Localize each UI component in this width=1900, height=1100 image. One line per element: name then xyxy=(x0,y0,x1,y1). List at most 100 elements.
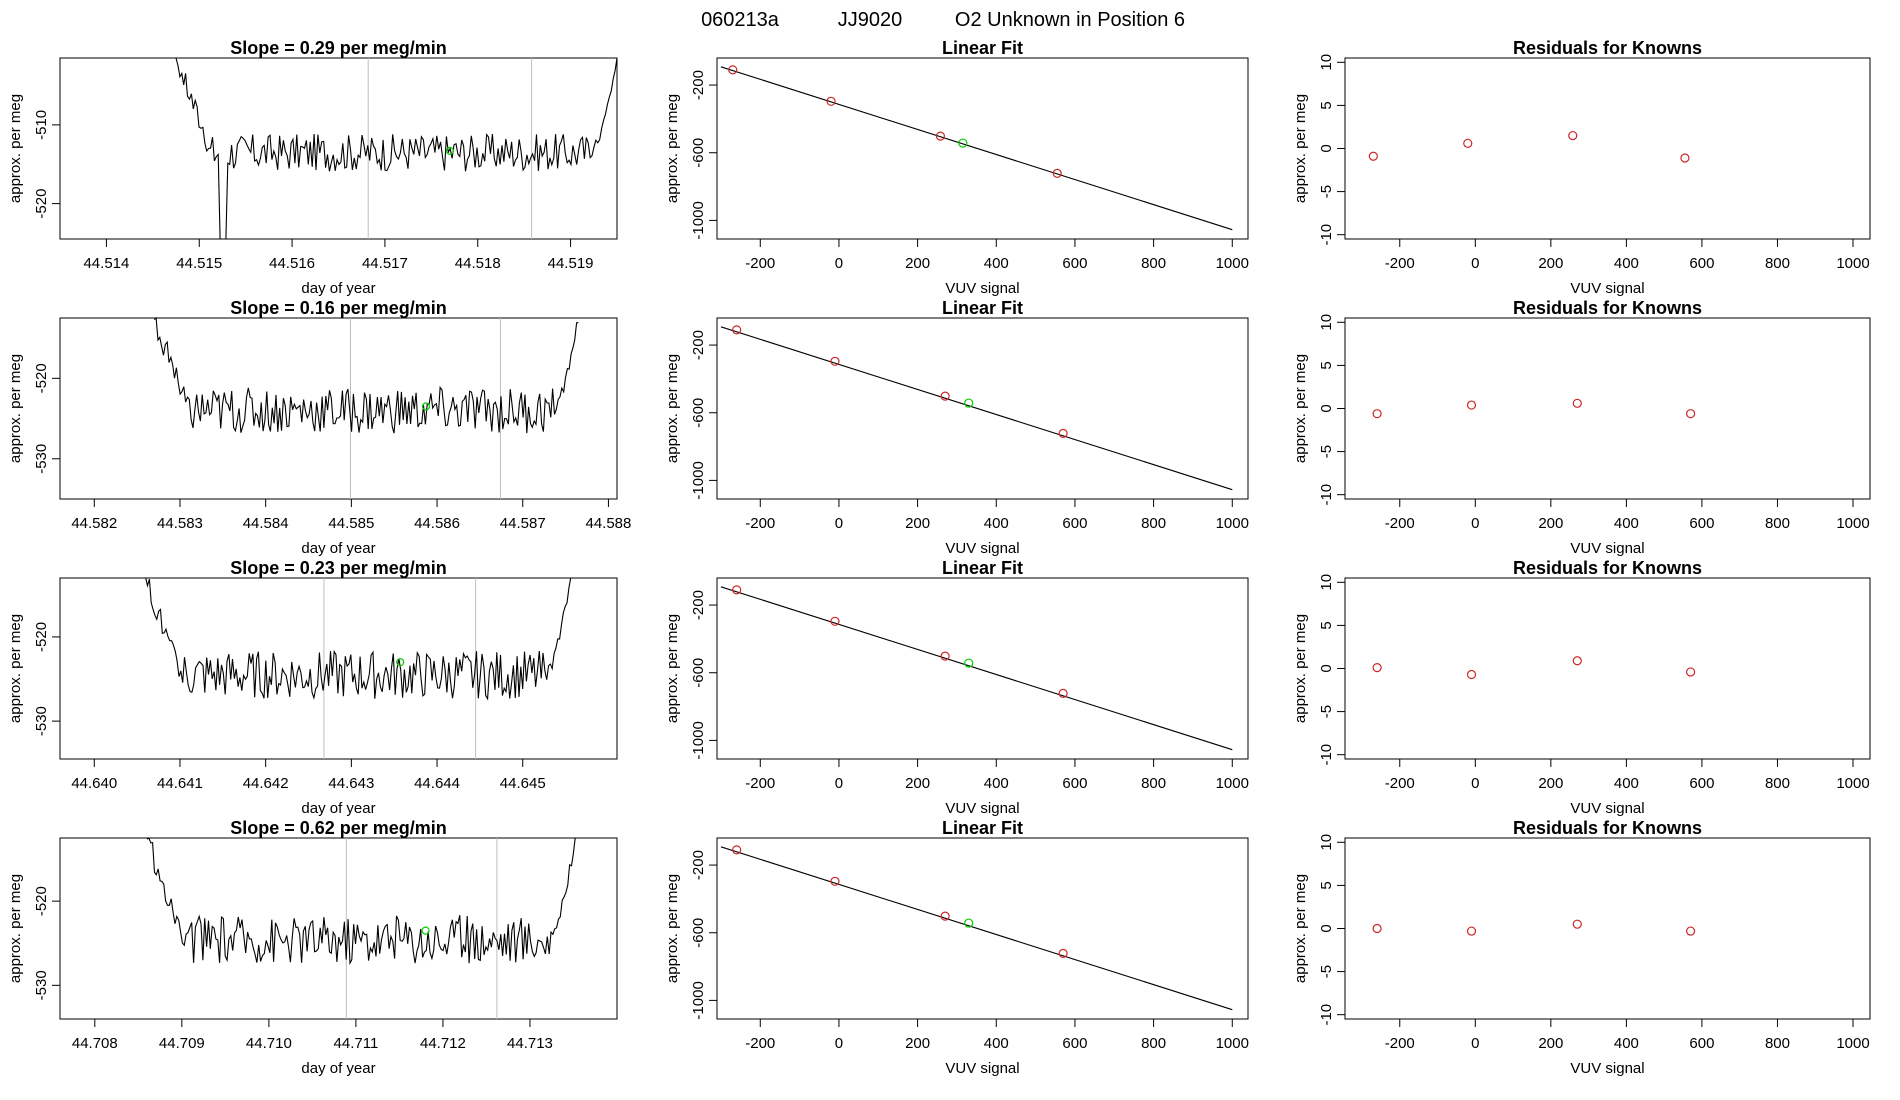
x-tick-label: 44.519 xyxy=(548,255,594,272)
x-tick-label: 800 xyxy=(1141,1035,1166,1052)
panel-title: Residuals for Knowns xyxy=(1513,818,1702,838)
y-tick-label: 5 xyxy=(1318,881,1335,889)
y-tick-label: 0 xyxy=(1318,924,1335,932)
x-tick-label: 44.645 xyxy=(500,775,546,792)
x-tick-label: 200 xyxy=(905,1035,930,1052)
x-tick-label: 44.515 xyxy=(176,255,222,272)
panel-title: Linear Fit xyxy=(942,298,1023,318)
panel-title: Slope = 0.62 per meg/min xyxy=(230,818,447,838)
panel-title: Residuals for Knowns xyxy=(1513,298,1702,318)
x-tick-label: 200 xyxy=(905,255,930,272)
x-tick-label: 800 xyxy=(1765,515,1790,532)
x-tick-label: 600 xyxy=(1689,515,1714,532)
residual-point xyxy=(1372,663,1382,673)
y-axis-label: approx. per meg xyxy=(664,354,681,463)
plot-frame xyxy=(716,317,1249,500)
x-tick-label: 1000 xyxy=(1216,255,1249,272)
y-tick-label: -1000 xyxy=(690,721,707,759)
known-point xyxy=(732,845,742,855)
y-axis-label: approx. per meg xyxy=(1292,94,1309,203)
y-tick-label: -10 xyxy=(1318,224,1335,246)
x-tick-label: 200 xyxy=(1538,255,1563,272)
x-tick-label: 800 xyxy=(1141,255,1166,272)
y-tick-label: 0 xyxy=(1318,664,1335,672)
x-tick-label: 400 xyxy=(1614,775,1639,792)
x-tick-label: 44.514 xyxy=(83,255,129,272)
x-tick-label: -200 xyxy=(1385,1035,1415,1052)
x-axis-label: day of year xyxy=(301,1060,375,1077)
x-tick-label: 0 xyxy=(1471,1035,1479,1052)
x-tick-label: 600 xyxy=(1689,255,1714,272)
x-tick-label: 1000 xyxy=(1216,775,1249,792)
known-point xyxy=(728,65,738,75)
residual-point xyxy=(1463,138,1473,148)
x-tick-label: 400 xyxy=(1614,255,1639,272)
x-tick-label: 1000 xyxy=(1836,255,1869,272)
panel-title: Residuals for Knowns xyxy=(1513,558,1702,578)
residual-point xyxy=(1372,409,1382,419)
x-tick-label: 600 xyxy=(1689,775,1714,792)
x-tick-label: 800 xyxy=(1765,255,1790,272)
residual-point xyxy=(1685,667,1696,677)
y-tick-label: -530 xyxy=(33,706,50,736)
unknown-point xyxy=(964,658,974,668)
y-tick-label: 0 xyxy=(1318,144,1335,152)
y-tick-label: -5 xyxy=(1318,185,1335,198)
x-axis-label: VUV signal xyxy=(1570,280,1644,297)
x-tick-label: 1000 xyxy=(1836,1035,1869,1052)
panel-title: Slope = 0.23 per meg/min xyxy=(230,558,447,578)
residual-point xyxy=(1572,398,1582,408)
known-point xyxy=(1052,168,1062,178)
y-tick-label: -520 xyxy=(33,886,50,916)
x-tick-label: 600 xyxy=(1062,775,1087,792)
residual-point xyxy=(1466,400,1477,410)
y-tick-label: -600 xyxy=(690,918,707,948)
x-tick-label: 44.709 xyxy=(159,1035,205,1052)
x-tick-label: 0 xyxy=(1471,515,1479,532)
residual-point xyxy=(1685,409,1696,419)
x-tick-label: 800 xyxy=(1141,515,1166,532)
y-tick-label: -5 xyxy=(1318,965,1335,978)
plot-frame xyxy=(716,577,1249,760)
x-tick-label: 1000 xyxy=(1836,775,1869,792)
x-tick-label: 44.643 xyxy=(328,775,374,792)
x-tick-label: 800 xyxy=(1141,775,1166,792)
y-tick-label: -600 xyxy=(690,138,707,168)
panel-title: Linear Fit xyxy=(942,38,1023,58)
y-tick-label: 10 xyxy=(1318,314,1335,331)
y-tick-label: -200 xyxy=(690,850,707,880)
y-tick-label: -5 xyxy=(1318,445,1335,458)
x-tick-label: -200 xyxy=(745,1035,775,1052)
x-tick-label: 600 xyxy=(1689,1035,1714,1052)
y-tick-label: -10 xyxy=(1318,484,1335,506)
x-tick-label: 400 xyxy=(1614,515,1639,532)
y-axis-label: approx. per meg xyxy=(1292,874,1309,983)
x-tick-label: 44.586 xyxy=(414,515,460,532)
y-tick-label: 10 xyxy=(1318,54,1335,71)
x-axis-label: day of year xyxy=(301,280,375,297)
known-point xyxy=(826,96,836,106)
signal-trace xyxy=(145,577,572,701)
y-axis-label: approx. per meg xyxy=(664,614,681,723)
residual-point xyxy=(1466,926,1477,936)
residuals-panel-row-4: Residuals for Knowns VUV signal approx. pe… xyxy=(1292,818,1871,1077)
y-axis-label: approx. per meg xyxy=(1292,354,1309,463)
y-tick-label: -530 xyxy=(33,970,50,1000)
x-tick-label: 44.518 xyxy=(455,255,501,272)
x-tick-label: 600 xyxy=(1062,1035,1087,1052)
x-tick-label: 400 xyxy=(984,1035,1009,1052)
x-tick-label: 44.588 xyxy=(585,515,631,532)
x-tick-label: 0 xyxy=(835,515,843,532)
x-tick-label: -200 xyxy=(1385,515,1415,532)
panel-title: Linear Fit xyxy=(942,558,1023,578)
panel-title: Slope = 0.16 per meg/min xyxy=(230,298,447,318)
known-point xyxy=(1058,948,1068,958)
cylinder-id: JJ9020 xyxy=(838,9,903,31)
y-tick-label: -10 xyxy=(1318,1004,1335,1026)
x-tick-label: -200 xyxy=(745,515,775,532)
y-axis-label: approx. per meg xyxy=(7,874,24,983)
y-tick-label: 5 xyxy=(1318,361,1335,369)
x-axis-label: VUV signal xyxy=(1570,1060,1644,1077)
signal-trace xyxy=(175,57,618,240)
residual-point xyxy=(1572,656,1582,666)
